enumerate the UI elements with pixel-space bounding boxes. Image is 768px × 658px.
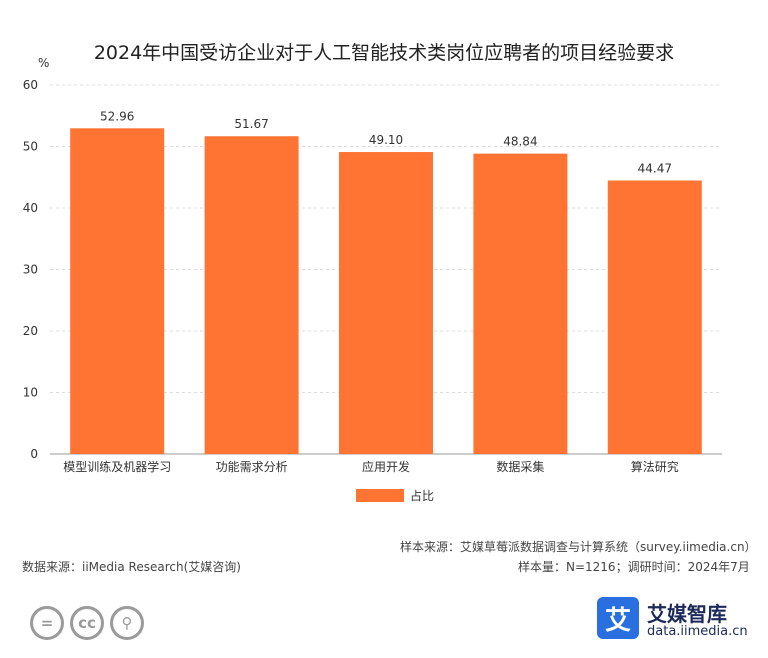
y-tick-label: 40 <box>23 201 38 215</box>
chart-title: 2024年中国受访企业对于人工智能技术类岗位应聘者的项目经验要求 <box>93 42 675 64</box>
x-tick-label: 模型训练及机器学习 <box>63 459 171 474</box>
x-tick-label: 数据采集 <box>496 459 544 474</box>
bar <box>204 136 299 455</box>
value-label: 52.96 <box>100 109 134 123</box>
value-label: 49.10 <box>369 133 403 147</box>
person-icon: ⚲ <box>110 606 144 640</box>
y-tick-label: 30 <box>23 263 38 277</box>
legend-label: 占比 <box>410 489 435 503</box>
sample-info-note: 样本量：N=1216；调研时间：2024年7月 <box>518 560 750 574</box>
brand-name: 艾媒智库 <box>647 602 727 626</box>
sample-source-note: 样本来源：艾媒草莓派数据调查与计算系统（survey.iimedia.cn） <box>400 540 757 554</box>
bar <box>70 128 165 454</box>
y-tick-label: 20 <box>23 324 38 338</box>
y-tick-label: 50 <box>23 140 38 154</box>
bar <box>339 152 433 454</box>
legend: 占比 <box>356 487 434 504</box>
data-source-note: 数据来源：iiMedia Research(艾媒咨询) <box>22 560 241 574</box>
value-label: 44.47 <box>638 162 672 176</box>
bar <box>473 153 568 454</box>
value-label: 51.67 <box>234 117 268 131</box>
x-tick-label: 应用开发 <box>362 459 410 474</box>
legend-swatch <box>356 489 404 502</box>
y-tick-label: 60 <box>23 78 38 92</box>
x-tick-label: 算法研究 <box>631 459 679 474</box>
value-label: 48.84 <box>503 135 537 149</box>
bar <box>607 180 702 454</box>
x-tick-label: 功能需求分析 <box>216 460 288 474</box>
brand-logo-icon: 艾 <box>597 597 639 639</box>
y-tick-label: 0 <box>30 447 38 461</box>
cc-icon: cc <box>70 606 104 640</box>
bar-chart: 0 10 20 30 40 50 60 52.96 模型训练及机器学习 51.67 功能需求分析 49… <box>23 78 722 474</box>
y-axis-unit: % <box>38 56 50 70</box>
y-tick-label: 10 <box>23 386 38 400</box>
brand-url: data.iimedia.cn <box>647 624 748 639</box>
equal-icon: = <box>30 606 64 640</box>
